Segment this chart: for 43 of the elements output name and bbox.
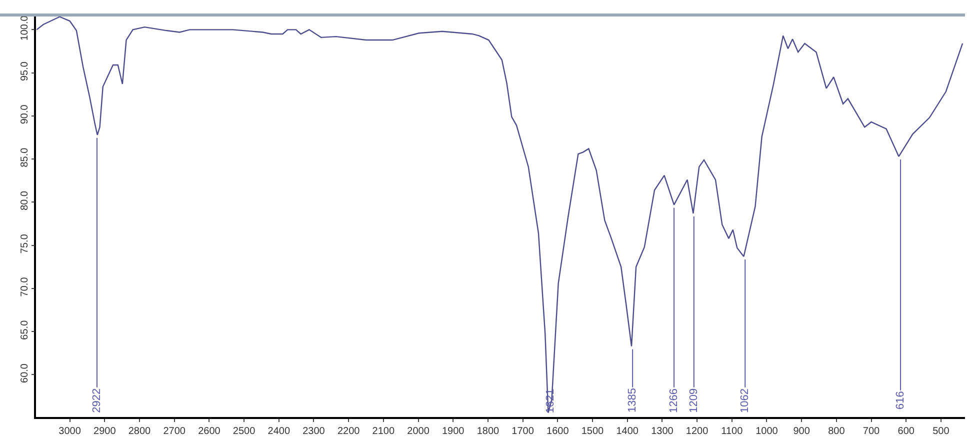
x-tick-label: 700 <box>862 426 880 437</box>
x-tick-label: 2300 <box>302 426 326 437</box>
annotation: 1385 <box>626 388 639 412</box>
annotation: 616 <box>894 391 907 410</box>
x-tick-label: 1400 <box>616 426 639 437</box>
x-tick-label: 2800 <box>128 426 152 437</box>
x-tick-label: 1600 <box>546 426 570 437</box>
annotation: 1209 <box>688 388 700 413</box>
x-tick-label: 2700 <box>163 426 186 437</box>
annotation: 2922 <box>91 388 104 413</box>
x-tick-label: 2600 <box>198 426 221 437</box>
y-tick-label: 60.0 <box>19 363 30 383</box>
y-tick-label: 90.0 <box>19 104 30 124</box>
x-tick-label: 2400 <box>268 426 290 437</box>
annotation: 1621 <box>544 388 556 414</box>
x-tick-label: 2100 <box>372 426 395 437</box>
y-tick-label: 75.0 <box>19 234 30 254</box>
x-tick-label: 1100 <box>721 426 744 437</box>
y-tick-label: 65.0 <box>19 320 30 340</box>
x-tick-label: 900 <box>793 426 810 437</box>
x-tick-label: 2900 <box>94 426 116 437</box>
y-tick-label: 100.0 <box>19 15 30 41</box>
x-tick-label: 500 <box>932 426 950 437</box>
y-tick-label: 80.0 <box>19 190 30 210</box>
x-tick-label: 2200 <box>337 426 360 437</box>
x-tick-label: 1800 <box>476 426 500 437</box>
y-tick-label: 85.0 <box>19 147 30 168</box>
x-tick-label: 2000 <box>407 426 430 437</box>
x-tick-label: 1900 <box>442 426 465 437</box>
line-series <box>36 16 964 414</box>
x-tick-label: 1000 <box>756 426 778 437</box>
x-tick-label: 3000 <box>58 426 82 437</box>
annotation: 1266 <box>668 388 680 413</box>
x-tick-label: 800 <box>828 426 846 437</box>
x-tick-label: 1700 <box>512 426 534 437</box>
x-tick-label: 1200 <box>686 426 709 437</box>
y-tick-label: 70.0 <box>19 276 30 297</box>
y-tick-label: 95.0 <box>19 61 30 82</box>
x-tick-label: 600 <box>898 426 915 437</box>
x-tick-label: 1500 <box>581 426 604 437</box>
annotation: 1062 <box>739 388 752 414</box>
x-tick-label: 1300 <box>651 426 674 437</box>
x-tick-label: 2500 <box>232 426 256 437</box>
